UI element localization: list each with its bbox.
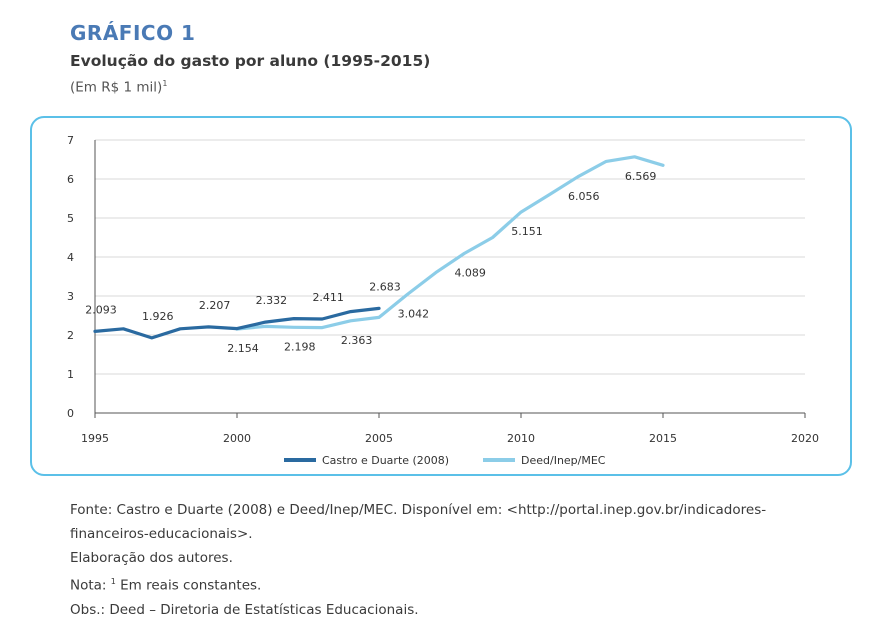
y-tick-label: 5 xyxy=(67,212,74,225)
footnote-text: Em reais constantes. xyxy=(115,577,262,594)
x-tick-label: 2015 xyxy=(649,432,677,445)
data-label: 6.056 xyxy=(568,190,600,203)
y-tick-label: 0 xyxy=(67,407,74,420)
legend-label-2: Deed/Inep/MEC xyxy=(521,454,606,467)
obs-note: Obs.: Deed – Diretoria de Estatísticas E… xyxy=(70,601,419,618)
figure-heading: GRÁFICO 1 Evolução do gasto por aluno (1… xyxy=(70,20,430,97)
figure-label: GRÁFICO 1 xyxy=(70,21,196,45)
y-tick-label: 7 xyxy=(67,134,74,147)
data-label: 6.569 xyxy=(625,170,657,183)
x-tick-label: 2020 xyxy=(791,432,819,445)
x-tick-label: 1995 xyxy=(81,432,109,445)
x-tick-label: 2005 xyxy=(365,432,393,445)
x-tick-label: 2000 xyxy=(223,432,251,445)
data-label: 4.089 xyxy=(454,267,486,280)
y-tick-label: 1 xyxy=(67,368,74,381)
series-line-1 xyxy=(93,306,381,340)
data-label: 5.151 xyxy=(511,225,543,238)
footnote: Nota: 1 Em reais constantes. xyxy=(70,570,766,598)
source-line-1: Fonte: Castro e Duarte (2008) e Deed/Ine… xyxy=(70,502,767,518)
data-label: 1.926 xyxy=(142,310,174,323)
data-label: 2.332 xyxy=(256,294,288,307)
data-label: 2.154 xyxy=(227,342,259,355)
footnote-prefix: Nota: xyxy=(70,577,111,594)
y-tick-label: 2 xyxy=(67,329,74,342)
series-line-2 xyxy=(235,155,665,331)
y-tick-label: 6 xyxy=(67,173,74,186)
figure-subtitle-text: (Em R$ 1 mil) xyxy=(70,79,163,96)
figure-subtitle-note-mark: 1 xyxy=(162,79,168,88)
data-label: 3.042 xyxy=(398,307,430,320)
source-line-2: financeiros-educacionais>. xyxy=(70,526,253,542)
elaboration-note: Elaboração dos autores. xyxy=(70,550,233,566)
chart-frame xyxy=(30,116,852,476)
footnote-mark: 1 xyxy=(110,577,116,586)
data-label: 2.683 xyxy=(369,280,401,293)
figure-title: Evolução do gasto por aluno (1995-2015) xyxy=(70,52,431,70)
figure-notes: Fonte: Castro e Duarte (2008) e Deed/Ine… xyxy=(70,498,766,622)
y-tick-label: 3 xyxy=(67,290,74,303)
figure-subtitle: (Em R$ 1 mil)1 xyxy=(70,75,430,97)
x-tick-label: 2010 xyxy=(507,432,535,445)
data-label: 2.093 xyxy=(85,303,117,316)
data-label: 2.207 xyxy=(199,299,231,312)
data-label: 2.198 xyxy=(284,340,316,353)
data-label: 2.363 xyxy=(341,334,373,347)
data-label: 2.411 xyxy=(312,291,344,304)
y-tick-label: 4 xyxy=(67,251,74,264)
legend-label-1: Castro e Duarte (2008) xyxy=(322,454,449,467)
